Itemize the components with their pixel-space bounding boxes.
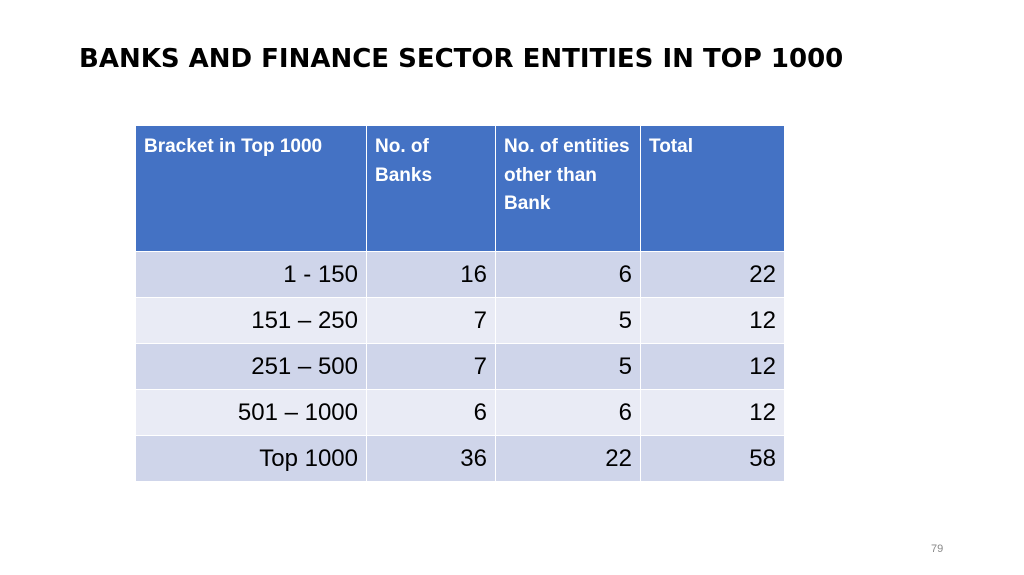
cell-banks: 36	[366, 435, 496, 482]
cell-banks: 6	[366, 389, 496, 436]
data-table: Bracket in Top 1000 No. of Banks No. of …	[135, 125, 785, 482]
cell-bracket: 251 – 500	[135, 343, 367, 390]
table-row: 1 - 150 16 6 22	[135, 251, 785, 298]
table-row: 151 – 250 7 5 12	[135, 297, 785, 344]
cell-other-entities: 6	[495, 389, 641, 436]
cell-banks: 7	[366, 297, 496, 344]
table-header-row: Bracket in Top 1000 No. of Banks No. of …	[135, 125, 785, 252]
cell-other-entities: 5	[495, 297, 641, 344]
cell-total: 12	[640, 297, 785, 344]
page-number: 79	[931, 543, 944, 555]
header-bracket: Bracket in Top 1000	[135, 125, 367, 252]
cell-banks: 7	[366, 343, 496, 390]
header-total: Total	[640, 125, 785, 252]
header-no-of-other-entities: No. of entities other than Bank	[495, 125, 641, 252]
table-row-total: Top 1000 36 22 58	[135, 435, 785, 482]
slide-title: BANKS AND FINANCE SECTOR ENTITIES IN TOP…	[79, 44, 844, 74]
cell-total: 22	[640, 251, 785, 298]
table-row: 501 – 1000 6 6 12	[135, 389, 785, 436]
cell-bracket: 1 - 150	[135, 251, 367, 298]
cell-total: 12	[640, 389, 785, 436]
table-row: 251 – 500 7 5 12	[135, 343, 785, 390]
cell-other-entities: 22	[495, 435, 641, 482]
cell-bracket: 151 – 250	[135, 297, 367, 344]
cell-total: 58	[640, 435, 785, 482]
cell-bracket: 501 – 1000	[135, 389, 367, 436]
cell-other-entities: 5	[495, 343, 641, 390]
cell-banks: 16	[366, 251, 496, 298]
header-no-of-banks: No. of Banks	[366, 125, 496, 252]
cell-bracket: Top 1000	[135, 435, 367, 482]
cell-total: 12	[640, 343, 785, 390]
cell-other-entities: 6	[495, 251, 641, 298]
